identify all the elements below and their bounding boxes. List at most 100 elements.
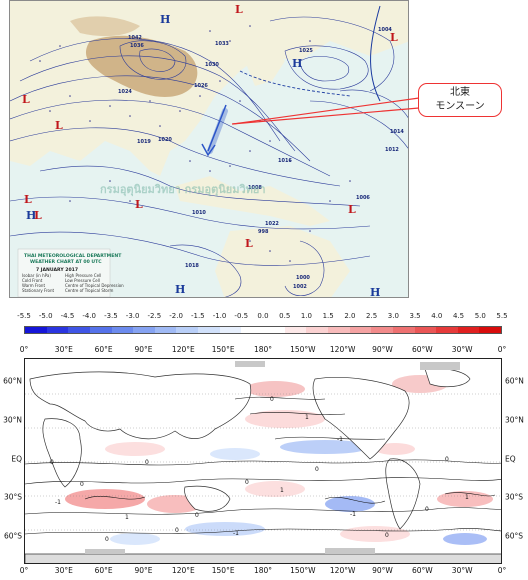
svg-text:High Pressure Cell: High Pressure Cell [65, 273, 101, 278]
colorbar-swatch [25, 327, 47, 333]
colorbar-swatch [479, 327, 502, 333]
svg-text:-1: -1 [350, 511, 356, 518]
longitude-labels-bottom: 0° 30°E 60°E 90°E 120°E 150°E 180° 150°W 120°W 90… [0, 566, 528, 578]
high-center: H [160, 13, 170, 26]
colorbar-swatch [241, 327, 264, 333]
eurasia [29, 371, 252, 440]
svg-text:1010: 1010 [192, 210, 206, 216]
svg-text:1018: 1018 [185, 263, 199, 269]
latitude-label: 30°S [3, 492, 22, 502]
high-center: H [26, 209, 36, 222]
legend-title: THAI METEOROLOGICAL DEPARTMENT [24, 253, 122, 259]
longitude-label: 0° [497, 566, 507, 575]
svg-text:0: 0 [385, 532, 389, 539]
longitude-label: 0° [19, 566, 29, 575]
chart-date: 7 JANUARY 2017 [36, 267, 78, 273]
svg-text:0: 0 [315, 466, 319, 473]
svg-text:1002: 1002 [293, 284, 307, 290]
colorbar-swatch [133, 327, 155, 333]
svg-text:-1: -1 [233, 530, 239, 537]
colorbar-tick-label: 4.0 [431, 312, 443, 320]
colorbar-swatch [414, 327, 437, 333]
continents [25, 368, 501, 563]
svg-text:1014: 1014 [390, 129, 404, 135]
colorbar-tick-label: -1.0 [212, 312, 227, 320]
antarctica [25, 553, 501, 563]
svg-text:0: 0 [80, 481, 84, 488]
latitude-label: EQ [11, 454, 22, 464]
longitude-label: 180° [253, 566, 273, 575]
colorbar-tick-label: -4.5 [60, 312, 75, 320]
low-center: L [135, 198, 143, 211]
sea-ice [85, 361, 460, 554]
svg-text:-1: -1 [55, 499, 61, 506]
maritime-continent [175, 176, 330, 226]
colorbar-swatch [219, 327, 242, 333]
callout-line1: 北東 [450, 87, 470, 98]
svg-text:0: 0 [425, 506, 429, 513]
colorbar-swatch [457, 327, 480, 333]
latitude-label: 30°S [505, 492, 524, 502]
colorbar-swatch [327, 327, 350, 333]
watermark-text: กรมอุตุนิยมวิทยา กรมอุตุนิยมวิทยา [100, 183, 266, 197]
colorbar-tick-label: -4.0 [82, 312, 97, 320]
trough-line [239, 70, 351, 97]
svg-text:998: 998 [258, 229, 269, 235]
svg-text:1008: 1008 [248, 185, 262, 191]
svg-text:Centre of Tropical Storm: Centre of Tropical Storm [65, 288, 113, 293]
high-center: H [370, 286, 380, 298]
longitude-label: 90°W [372, 566, 393, 575]
low-center: L [390, 31, 398, 44]
colorbar-tick-label: 5.5 [496, 312, 508, 320]
contours [25, 396, 501, 535]
colorbar-swatch [198, 327, 220, 333]
pressure-centers: H H L L L L L L L L H H H L [22, 3, 398, 298]
monsoon-arrow-head [201, 143, 216, 157]
longitude-label: 30°E [54, 345, 73, 354]
longitude-label: 0° [19, 345, 29, 354]
svg-text:1: 1 [125, 514, 129, 521]
latitude-label: EQ [505, 454, 516, 464]
svg-text:1030: 1030 [205, 62, 219, 68]
north-america [312, 377, 410, 460]
africa [42, 418, 82, 488]
svg-text:1036: 1036 [130, 43, 144, 49]
svg-text:1024: 1024 [118, 89, 132, 95]
longitude-label: 60°W [411, 345, 433, 354]
colorbar-tick-label: -2.0 [169, 312, 183, 320]
longitude-label: 120°W [329, 566, 356, 575]
anomaly-map: 0 0 0 1 0 -1 0 0 1 0 -1 0 0 1 -1 0 0 1 0… [24, 358, 502, 564]
legend-subtitle: WEATHER CHART AT 00 UTC [30, 259, 102, 265]
longitude-label: 90°W [372, 345, 393, 354]
svg-text:1000: 1000 [296, 275, 310, 281]
latitude-label: 60°S [3, 531, 22, 541]
colorbar-swatch [371, 327, 393, 333]
longitude-label: 30°W [451, 566, 473, 575]
longitude-label: 90°E [134, 345, 153, 354]
svg-text:1026: 1026 [194, 83, 208, 89]
colorbar-swatch [89, 327, 112, 333]
svg-text:0: 0 [175, 527, 179, 534]
svg-text:1033: 1033 [215, 41, 229, 47]
cold-front [370, 5, 381, 102]
longitude-label: 120°W [329, 345, 356, 354]
svg-text:-1: -1 [337, 436, 343, 443]
low-center: L [55, 119, 63, 132]
longitude-label: 30°W [451, 345, 473, 354]
svg-text:0: 0 [105, 536, 109, 543]
colorbar-swatch [392, 327, 415, 333]
latitude-label: 60°N [3, 376, 22, 386]
monsoon-callout: 北東 モンスーン [418, 83, 502, 117]
svg-text:1022: 1022 [265, 221, 279, 227]
longitude-label: 150°W [290, 566, 316, 575]
tibet-plateau [85, 35, 198, 97]
low-center: L [22, 93, 30, 106]
australia-map [184, 485, 231, 512]
svg-text:1004: 1004 [378, 27, 392, 33]
svg-text:0: 0 [195, 512, 199, 519]
svg-text:Cold Front: Cold Front [22, 278, 43, 283]
colorbar-tick-label: -3.5 [104, 312, 118, 320]
greenland [424, 368, 471, 388]
colorbar-swatch [436, 327, 458, 333]
svg-text:1042: 1042 [128, 35, 142, 41]
